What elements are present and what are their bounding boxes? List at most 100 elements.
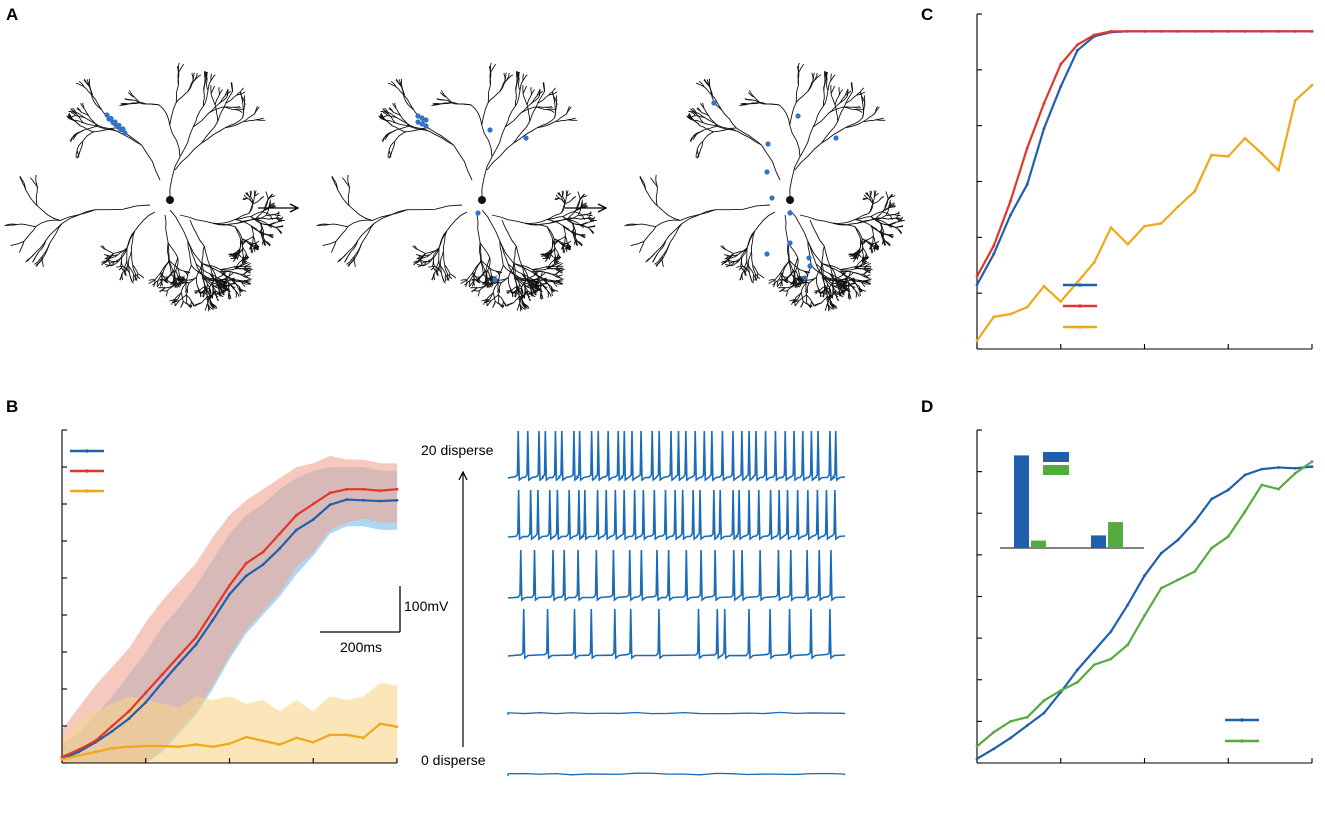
dendrite-branch (248, 243, 256, 247)
dendrite-branch (549, 217, 568, 224)
dendrite-branch (555, 262, 563, 268)
dendrite-branch (210, 93, 216, 106)
dendrite-branch (825, 71, 828, 80)
dendrite-branch (387, 82, 397, 88)
data-point-cell2 (1059, 689, 1063, 692)
dendrite-branch (341, 177, 350, 188)
dendrite-branch (885, 191, 889, 199)
dendrite-branch (481, 124, 493, 157)
dendrite-branch (884, 199, 889, 210)
dendrite-branch (872, 196, 875, 205)
data-point-supralinear (362, 487, 365, 491)
dendrite-branch (875, 117, 884, 121)
data-point-sublinear (60, 757, 64, 761)
dendrite-branch (729, 261, 735, 264)
dendrite-branch (862, 104, 866, 118)
dendrite-branch (637, 223, 656, 228)
inset-bar-supralinear-cell1 (1014, 455, 1029, 548)
dendrite-branch (72, 107, 77, 115)
dendrite-branch (588, 224, 596, 228)
dendrite-branch (826, 303, 831, 311)
dendrite-branch (868, 243, 876, 247)
dendrite-branch (792, 299, 798, 302)
dendrite-branch (669, 223, 683, 244)
dendrite-branch (121, 265, 129, 274)
dendrite-branch (823, 277, 825, 287)
data-point-sublinear (1059, 300, 1063, 303)
dendrite-branch (184, 270, 190, 274)
dendrite-branch (573, 239, 577, 245)
dendrite-branch (804, 288, 808, 293)
data-point-all (1076, 48, 1079, 52)
dendrite-branch (238, 254, 242, 258)
dendrite-branch (235, 254, 239, 260)
dendrite-branch (896, 228, 903, 234)
dendrite-branch (803, 279, 810, 284)
data-point-all (992, 252, 996, 256)
data-point-sublinear (1143, 224, 1146, 228)
dendrite-branch (832, 222, 855, 227)
dendrite-branch (681, 209, 716, 224)
dendrite-branch (234, 219, 252, 226)
data-point-sublinear (328, 733, 332, 737)
dendrite-branch (851, 279, 864, 282)
dendrite-branch (472, 271, 476, 280)
dendrite-branch (243, 257, 246, 264)
dendrite-branch (840, 285, 847, 290)
dendrite-branch (749, 275, 754, 284)
dendrite-branch (29, 177, 38, 188)
dendrite-branch (243, 266, 251, 273)
dendrite-branch (152, 280, 159, 286)
dendrite-branch (553, 281, 560, 286)
dendrite-branch (832, 290, 837, 297)
data-point-sublinear (1109, 226, 1113, 229)
dendrite-branch (509, 286, 513, 293)
data-point-supralinear (1260, 29, 1264, 33)
dendrite-branch (348, 205, 373, 221)
dendrite-branch (186, 303, 193, 308)
dendrite-branch (201, 246, 205, 265)
data-point-sublinear (395, 725, 399, 729)
dendrite-branch (789, 156, 801, 201)
data-point-sublinear (278, 743, 282, 746)
data-point-all (311, 518, 315, 521)
dendrite-branch (572, 223, 576, 231)
dendrite-branch (739, 273, 743, 281)
dendrite-branch (177, 62, 180, 73)
dendrite-branch (234, 290, 237, 298)
dendrite-branch (788, 261, 792, 275)
dendrite-branch (721, 109, 737, 129)
dendrite-branch (460, 279, 468, 284)
dendrite-branch (128, 265, 135, 275)
dendrite-branch (225, 91, 233, 104)
synapse-dot (764, 169, 770, 175)
dendrite-branch (177, 281, 182, 286)
dendrite-branch (243, 119, 256, 122)
dendrite-branch (806, 303, 813, 308)
dendrite-branch (178, 294, 187, 301)
inset-legend-swatch-sublinear (1043, 465, 1069, 475)
dendrite-branch (206, 297, 212, 300)
dendrite-branch (380, 112, 385, 120)
dendrite-branch (530, 284, 534, 291)
dendrite-branch (835, 296, 839, 301)
dendrite-branch (173, 257, 179, 271)
dendrite-branch (421, 261, 427, 264)
dendrite-branch (850, 282, 856, 285)
dendrite-branch (231, 279, 240, 287)
dendrite-branch (261, 239, 265, 245)
data-point-supralinear (211, 609, 215, 613)
dendrite-branch (173, 281, 176, 288)
dendrite-branch (454, 103, 471, 106)
dendrite-branch (520, 288, 524, 295)
dendrite-branch (161, 271, 164, 281)
dendrite-branch (172, 299, 178, 302)
dendrite-branch (132, 274, 135, 282)
data-point-all (127, 717, 131, 720)
dendrite-branch (545, 272, 556, 275)
dendrite-branch (75, 129, 84, 136)
dendrite-branch (579, 224, 584, 229)
data-point-cell2 (1176, 578, 1180, 582)
data-point-cell2 (1009, 719, 1012, 723)
dendrite-branch (513, 264, 516, 278)
